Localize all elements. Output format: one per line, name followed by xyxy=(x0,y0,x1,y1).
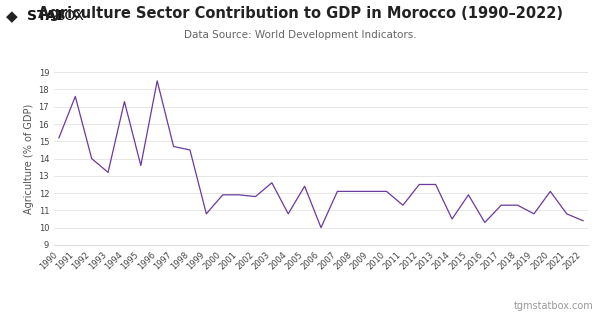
Text: STAT: STAT xyxy=(27,9,65,24)
Text: ◆: ◆ xyxy=(6,9,18,24)
Legend: Morocco: Morocco xyxy=(287,312,355,314)
Text: Data Source: World Development Indicators.: Data Source: World Development Indicator… xyxy=(184,30,416,40)
Text: Agriculture Sector Contribution to GDP in Morocco (1990–2022): Agriculture Sector Contribution to GDP i… xyxy=(37,6,563,21)
Y-axis label: Agriculture (% of GDP): Agriculture (% of GDP) xyxy=(25,103,34,214)
Text: tgmstatbox.com: tgmstatbox.com xyxy=(514,301,594,311)
Text: BOX: BOX xyxy=(55,9,84,24)
